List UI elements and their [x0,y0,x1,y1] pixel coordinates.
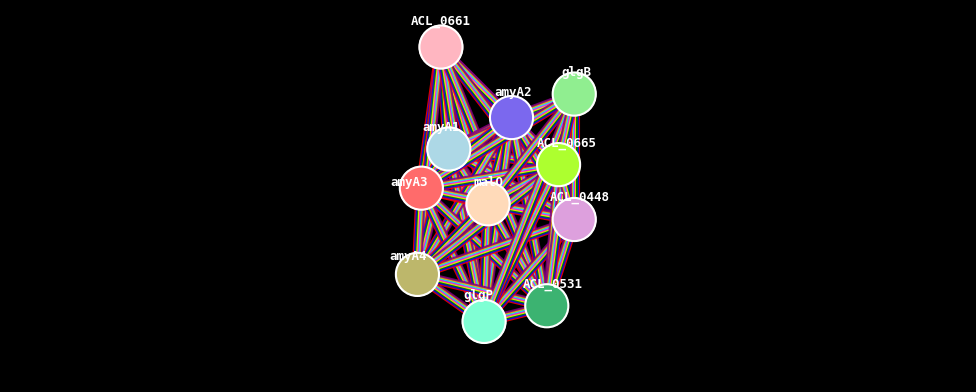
Circle shape [552,73,595,116]
Text: ACL_0665: ACL_0665 [537,136,596,150]
Circle shape [552,198,595,241]
Circle shape [525,284,568,327]
Circle shape [537,143,580,186]
Circle shape [420,25,463,69]
Circle shape [400,167,443,210]
Text: ACL_0661: ACL_0661 [411,15,471,28]
Text: malQ: malQ [473,176,503,189]
Text: amyA4: amyA4 [388,250,427,263]
Circle shape [463,300,506,343]
Text: glgB: glgB [561,66,591,79]
Circle shape [490,96,533,139]
Text: amyA3: amyA3 [390,176,428,189]
Text: amyA1: amyA1 [423,121,460,134]
Text: ACL_0531: ACL_0531 [523,278,583,291]
Text: amyA2: amyA2 [495,85,532,99]
Text: glgP: glgP [464,289,493,303]
Circle shape [396,253,439,296]
Circle shape [467,182,509,225]
Text: ACL_0448: ACL_0448 [550,191,610,205]
Circle shape [427,127,470,171]
